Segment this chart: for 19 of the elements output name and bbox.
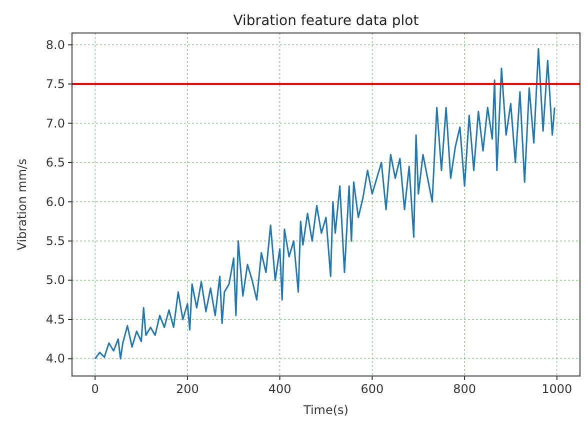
y-tick-label: 5.5 <box>46 234 65 248</box>
x-tick-label: 200 <box>176 382 199 396</box>
y-axis-title: Vibration mm/s <box>15 158 29 250</box>
x-tick-label: 1000 <box>542 382 572 396</box>
y-tick-label: 8.0 <box>46 38 65 52</box>
y-tick-label: 4.5 <box>46 312 65 326</box>
x-tick-label: 0 <box>91 382 99 396</box>
y-tick-label: 4.0 <box>46 352 65 366</box>
x-axis-title: Time(s) <box>302 403 348 417</box>
y-tick-label: 6.0 <box>46 194 65 209</box>
y-tick-label: 7.0 <box>46 116 65 130</box>
x-tick-label: 400 <box>268 382 292 396</box>
line-series <box>94 48 556 360</box>
x-tick-label: 600 <box>360 382 384 396</box>
y-tick-label: 7.5 <box>46 77 65 92</box>
y-tick-label: 5.0 <box>46 273 65 288</box>
y-tick-label: 6.5 <box>46 156 65 170</box>
x-tick-label: 800 <box>453 382 476 396</box>
chart-title: Vibration feature data plot <box>233 13 420 29</box>
